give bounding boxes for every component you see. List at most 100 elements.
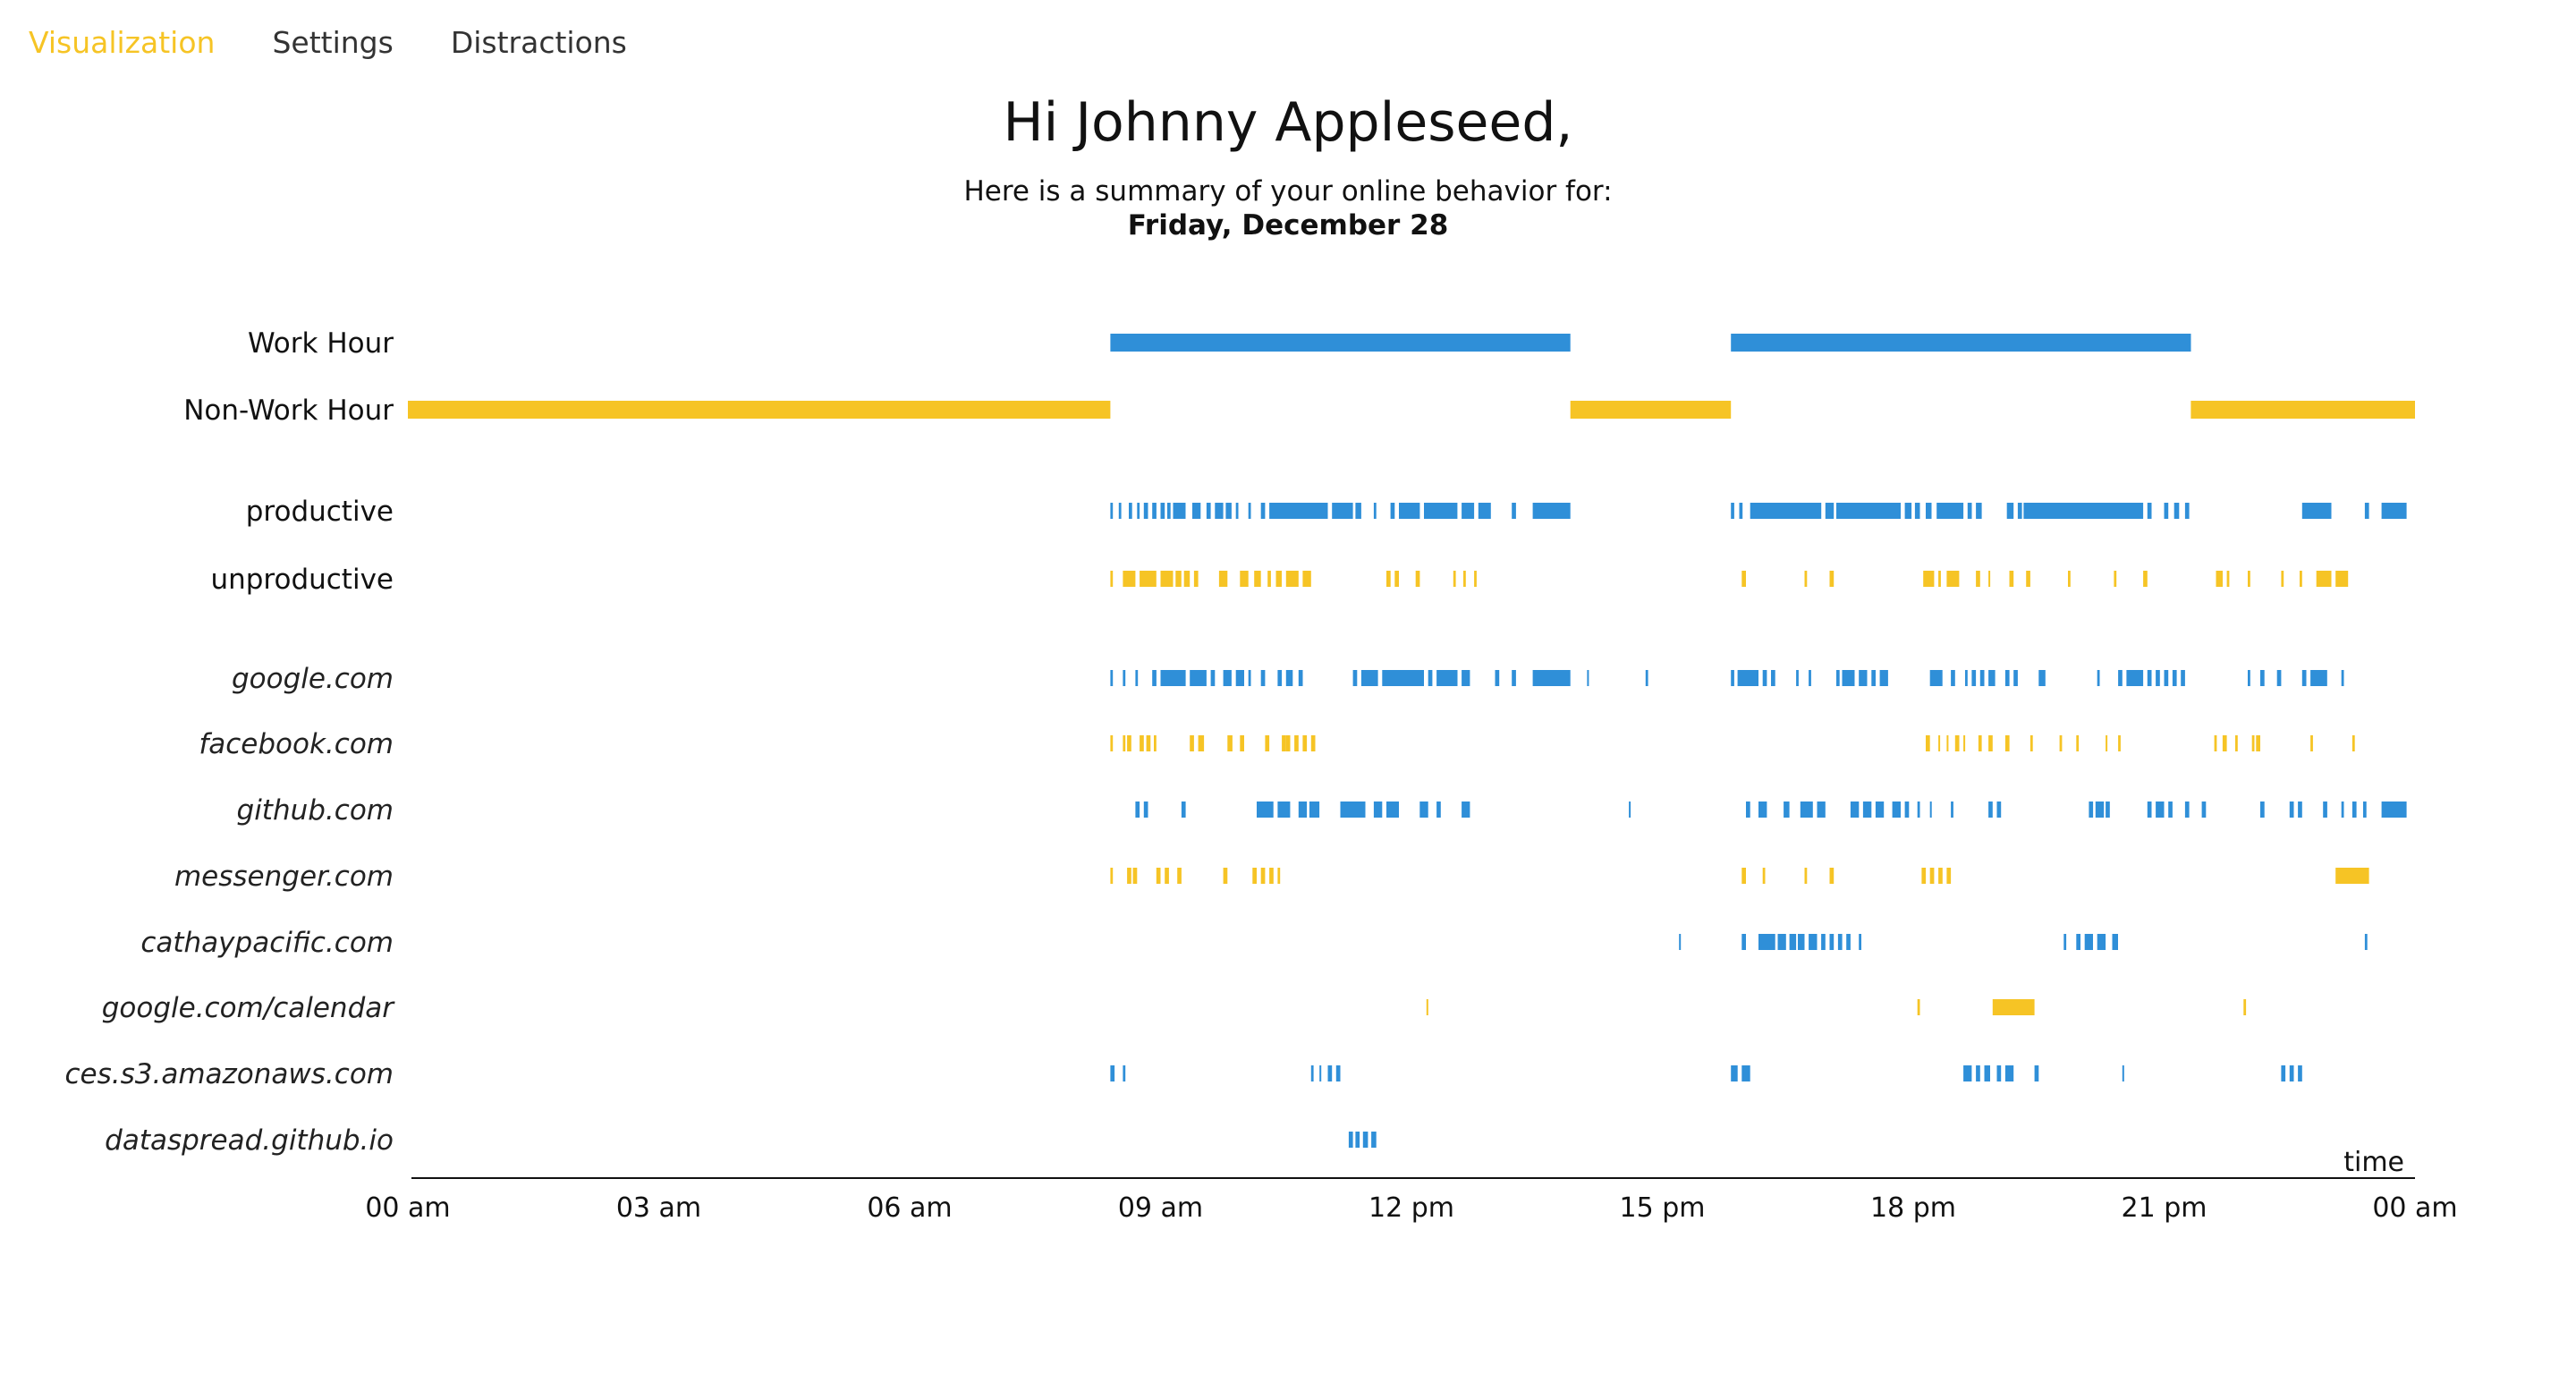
segment-github-com-19 [1850,802,1860,818]
segment-google-com-8 [1235,670,1244,686]
segment-unproductive-7 [1218,571,1228,587]
segment-cathaypacific-com-12 [2063,934,2067,950]
segment-cathaypacific-com-6 [1809,934,1818,950]
row-label-messenger-com: messenger.com [174,861,394,893]
greeting-heading: Hi Johnny Appleseed, [1003,91,1573,154]
segment-ces-s3-amazonaws-com-7 [1741,1065,1750,1081]
segment-cathaypacific-com-0 [1679,934,1682,950]
segment-productive-32 [1904,503,1912,519]
segment-unproductive-38 [2316,571,2332,587]
segment-unproductive-17 [1453,571,1456,587]
segment-messenger-com-15 [1921,868,1927,884]
segment-facebook-com-31 [2235,735,2238,751]
segment-productive-10 [1206,503,1211,519]
segment-github-com-6 [1309,802,1320,818]
segment-google-com-51 [2172,670,2177,686]
segment-ces-s3-amazonaws-com-2 [1310,1065,1314,1081]
segment-google-com-43 [2013,670,2018,686]
segment-facebook-com-21 [1978,735,1982,751]
top-nav: Visualization Settings Distractions [29,25,684,60]
segment-cathaypacific-com-1 [1741,934,1746,950]
row-label-facebook-com: facebook.com [199,728,394,760]
segment-facebook-com-22 [1988,735,1993,751]
segment-facebook-com-18 [1946,735,1949,751]
segment-github-com-20 [1862,802,1872,818]
x-tick-label-7: 21 pm [2122,1192,2207,1224]
segment-unproductive-18 [1463,571,1466,587]
segment-productive-26 [1532,503,1571,519]
segment-productive-5 [1152,503,1157,519]
segment-dataspread-github-io-2 [1362,1132,1368,1148]
segment-unproductive-14 [1386,571,1391,587]
segment-google-com-58 [2341,670,2344,686]
segment-google-com-53 [2248,670,2250,686]
segment-messenger-com-1 [1127,868,1131,884]
segment-google-com-29 [1796,670,1799,686]
nav-tab-distractions[interactable]: Distractions [450,25,627,60]
segment-google-com-14 [1352,670,1358,686]
segment-google-com-17 [1428,670,1433,686]
row-label-ces-s3-amazonaws-com: ces.s3.amazonaws.com [65,1058,394,1090]
segment-ces-s3-amazonaws-com-17 [2298,1065,2302,1081]
segment-unproductive-5 [1183,571,1191,587]
segment-github-com-40 [2323,802,2327,818]
segment-productive-17 [1332,503,1353,519]
segment-unproductive-8 [1240,571,1249,587]
segment-unproductive-11 [1275,571,1282,587]
segment-facebook-com-5 [1154,735,1157,751]
segment-google-com-5 [1190,670,1207,686]
segment-google-com-50 [2164,670,2169,686]
segment-productive-15 [1260,503,1266,519]
segment-unproductive-10 [1267,571,1271,587]
segment-google-com-42 [2004,670,2010,686]
segment-google-com-41 [1988,670,1996,686]
segment-dataspread-github-io-3 [1371,1132,1377,1148]
row-label-cathaypacific-com: cathaypacific.com [140,927,394,959]
segment-google-com-2 [1135,670,1139,686]
segment-unproductive-35 [2248,571,2250,587]
segment-google-com-16 [1382,670,1424,686]
segment-productive-43 [2174,503,2180,519]
segment-google-com-52 [2181,670,2185,686]
segment-unproductive-13 [1302,571,1311,587]
segment-unproductive-2 [1140,571,1157,587]
segment-facebook-com-29 [2214,735,2217,751]
x-tick-label-0: 00 am [365,1192,450,1224]
segment-ces-s3-amazonaws-com-6 [1731,1065,1738,1081]
segment-github-com-41 [2341,802,2344,818]
segment-unproductive-16 [1415,571,1420,587]
segment-google-com-calendar-1 [1917,999,1920,1015]
segment-unproductive-22 [1829,571,1835,587]
segment-github-com-44 [2381,802,2407,818]
segment-productive-31 [1836,503,1901,519]
segment-unproductive-26 [1976,571,1980,587]
segment-facebook-com-6 [1190,735,1194,751]
segment-unproductive-4 [1175,571,1182,587]
segment-github-com-43 [2363,802,2367,818]
segment-messenger-com-10 [1277,868,1281,884]
segment-facebook-com-19 [1954,735,1960,751]
segment-cathaypacific-com-8 [1829,934,1835,950]
segment-google-com-26 [1737,670,1758,686]
segment-productive-7 [1167,503,1171,519]
segment-productive-19 [1373,503,1377,519]
segment-unproductive-9 [1254,571,1261,587]
nav-tab-visualization[interactable]: Visualization [29,25,216,60]
nav-tab-settings[interactable]: Settings [272,25,394,60]
segment-productive-28 [1739,503,1743,519]
segment-unproductive-12 [1285,571,1299,587]
segment-google-com-24 [1645,670,1648,686]
segment-productive-8 [1173,503,1186,519]
segment-productive-24 [1478,503,1491,519]
segment-github-com-0 [1135,802,1140,818]
segment-github-com-1 [1143,802,1148,818]
segment-github-com-11 [1436,802,1441,818]
segment-github-com-33 [2156,802,2165,818]
segment-github-com-26 [1951,802,1953,818]
segment-google-com-45 [2097,670,2100,686]
segment-productive-6 [1160,503,1165,519]
segment-google-com-27 [1762,670,1767,686]
segment-productive-36 [1967,503,1972,519]
segment-unproductive-24 [1938,571,1941,587]
segment-cathaypacific-com-10 [1846,934,1851,950]
